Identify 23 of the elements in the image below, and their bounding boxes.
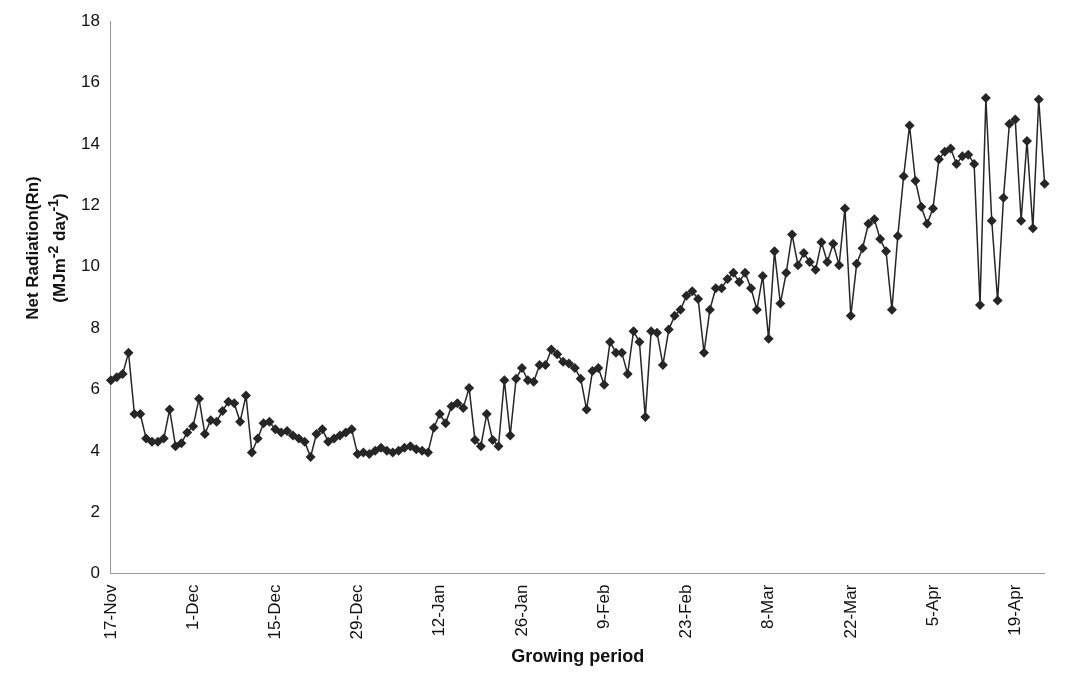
x-tick-label: 17-Nov xyxy=(100,584,120,640)
y-tick-label: 6 xyxy=(90,379,100,399)
x-tick-label: 19-Apr xyxy=(1004,584,1024,636)
x-axis-title: Growing period xyxy=(511,646,645,667)
y-tick-label: 12 xyxy=(80,195,100,215)
x-tick-label: 22-Mar xyxy=(840,584,860,639)
x-tick-label: 1-Dec xyxy=(182,584,202,630)
x-tick-label: 15-Dec xyxy=(265,584,285,640)
x-tick-label: 29-Dec xyxy=(347,584,367,640)
x-tick-label: 5-Apr xyxy=(922,584,942,627)
y-tick-label: 16 xyxy=(80,72,100,92)
y-tick-label: 18 xyxy=(80,10,100,30)
y-tick-label: 8 xyxy=(90,317,100,337)
x-tick-label: 9-Feb xyxy=(593,584,613,630)
x-tick-label: 12-Jan xyxy=(429,584,449,637)
y-tick-label: 2 xyxy=(90,501,100,521)
y-tick-label: 0 xyxy=(90,563,100,583)
x-tick-label: 8-Mar xyxy=(758,584,778,629)
y-tick-label: 10 xyxy=(80,256,100,276)
x-tick-label: 26-Jan xyxy=(511,584,531,637)
y-tick-label: 14 xyxy=(80,133,100,153)
x-tick-label: 23-Feb xyxy=(676,584,696,639)
y-tick-label: 4 xyxy=(90,440,100,460)
